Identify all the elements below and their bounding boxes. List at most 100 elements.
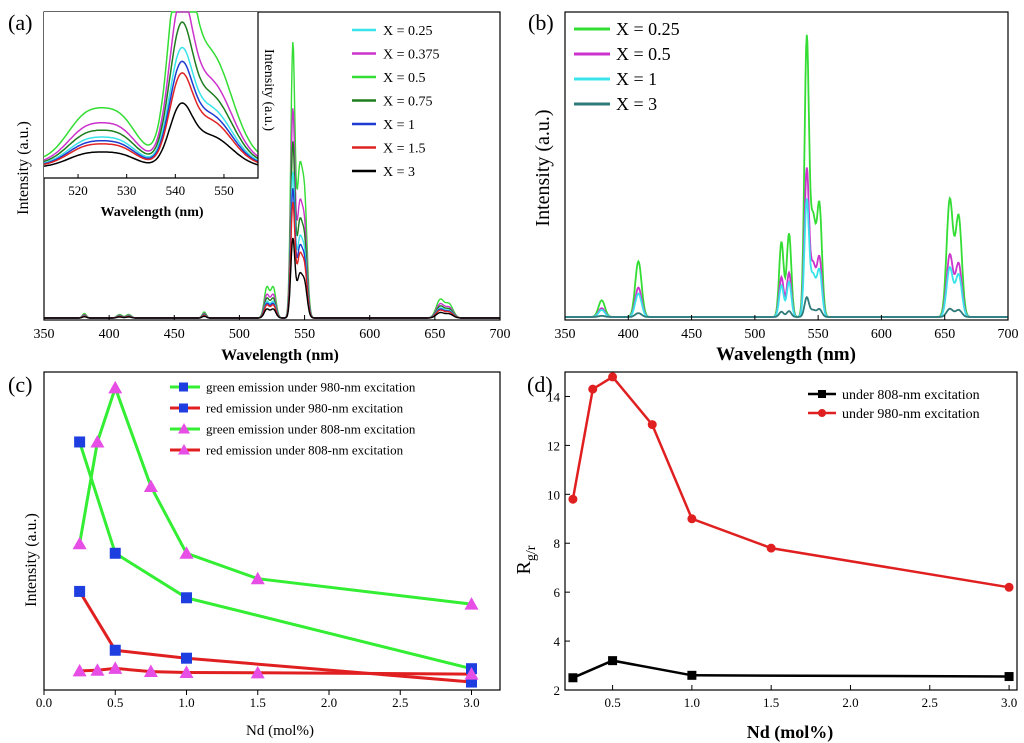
x-axis-c-tick-label: 2.5	[392, 695, 408, 710]
legend-label-a: X = 0.5	[383, 71, 426, 86]
inset-x-axis-a-tick-label: 550	[214, 183, 234, 198]
x-axis-b-tick-label: 350	[555, 327, 576, 342]
legend-label-a: X = 0.75	[383, 95, 433, 110]
data-point-c	[109, 644, 121, 656]
spectra-b	[565, 34, 1008, 318]
series-line-c	[78, 590, 472, 684]
y-axis-label-d-main: R	[513, 560, 535, 574]
legend-label-d: under 980-nm excitation	[842, 407, 980, 422]
data-point-c	[179, 665, 194, 679]
data-point-c	[181, 592, 192, 604]
y-ticks-d: 2 4 6 8 10 12 14	[547, 389, 570, 698]
data-point-c	[179, 546, 194, 559]
inset-spectrum-line-a	[43, 46, 259, 164]
data-point-c	[109, 547, 121, 559]
legend-label-b: X = 3	[616, 94, 657, 114]
data-point-c	[72, 663, 87, 677]
plot-area-c	[72, 380, 479, 688]
legend-label-c: red emission under 808-nm excitation	[206, 443, 404, 458]
legend-marker-c	[179, 403, 188, 413]
legend-marker-d	[818, 409, 826, 417]
x-axis-c-tick-label: 0.0	[36, 695, 52, 710]
data-point-c	[466, 676, 477, 688]
legend-label-d: under 808-nm excitation	[842, 388, 980, 403]
series-line-c	[79, 666, 472, 676]
panel-label-c: (c)	[8, 372, 32, 397]
x-axis-b-tick-label: 400	[618, 327, 639, 342]
data-point-c	[464, 597, 479, 610]
x-axis-label-c: Nd (mol%)	[246, 723, 314, 739]
x-axis-a-tick-label: 550	[294, 327, 315, 342]
data-point-c	[143, 479, 158, 492]
data-point-c	[90, 663, 105, 676]
legend-label-b: X = 1	[616, 69, 657, 89]
data-point-c	[250, 571, 265, 585]
inset-spectrum-line-a	[43, 102, 259, 167]
legend-c: green emission under 980-nm excitation re…	[170, 380, 416, 458]
x-axis-c-tick-label: 3.0	[463, 695, 479, 710]
y-axis-d-tick-label: 14	[547, 389, 561, 404]
x-axis-d-tick-label: 3.0	[1001, 695, 1017, 710]
legend-label-a: X = 0.375	[383, 48, 440, 63]
inset-x-axis-a-tick-label: 540	[166, 183, 186, 198]
x-axis-d-tick-label: 2.0	[842, 695, 858, 710]
inset-x-axis-a-tick-label: 530	[117, 183, 137, 198]
y-axis-label-a: Intensity (a.u.)	[15, 121, 32, 215]
legend-b: X = 0.25 X = 0.5 X = 1 X = 3	[574, 19, 680, 114]
x-axis-label-d: Nd (mol%)	[747, 722, 834, 743]
data-point-d	[608, 656, 618, 666]
series-line-c	[78, 441, 472, 671]
x-axis-c-tick-label: 0.5	[107, 695, 123, 710]
x-axis-d-tick-label: 0.5	[604, 695, 620, 710]
spectrum-line-a	[44, 237, 500, 319]
data-point-d	[687, 514, 697, 524]
x-axis-a-tick-label: 450	[164, 327, 185, 342]
data-point-c	[74, 436, 86, 448]
x-axis-d-tick-label: 1.0	[684, 695, 700, 710]
panel-label-a: (a)	[8, 10, 32, 35]
x-axis-b-tick-label: 550	[808, 327, 829, 342]
legend-label-b: X = 0.25	[616, 19, 680, 39]
data-point-d	[1004, 672, 1014, 682]
x-axis-d-tick-label: 1.5	[763, 695, 779, 710]
legend-label-b: X = 0.5	[616, 44, 671, 64]
data-point-c	[74, 585, 86, 597]
y-axis-label-d: Rg/r	[513, 545, 539, 574]
data-point-d	[1004, 582, 1014, 592]
inset-x-axis-a-tick-label: 520	[68, 183, 88, 198]
data-point-d	[588, 384, 598, 394]
plot-frame-d	[564, 371, 1018, 691]
inset-spectrum-line-a	[43, 60, 259, 165]
legend-d: under 808-nm excitation under 980-nm exci…	[808, 388, 980, 422]
inset-x-ticks-a: 520 530 540 550	[68, 174, 234, 198]
spectra-a	[44, 42, 500, 319]
data-point-d	[608, 372, 618, 382]
y-axis-label-d-sub: g/r	[524, 545, 539, 561]
x-ticks-a: 350 400 450 500 550 600 650 700	[34, 315, 511, 342]
x-axis-a-tick-label: 400	[99, 327, 120, 342]
plot-area-d	[568, 372, 1014, 683]
data-point-c	[464, 667, 479, 680]
panel-d: (d) 0.5 1.0 1.5 2.0 2.5 3.0 2 4 6 8 10 12 14 Nd (mo…	[513, 371, 1018, 743]
x-axis-a-tick-label: 500	[229, 327, 250, 342]
y-axis-d-tick-label: 8	[554, 536, 561, 551]
legend-label-a: X = 1	[383, 118, 415, 133]
x-axis-c-tick-label: 1.5	[250, 695, 266, 710]
y-axis-d-tick-label: 2	[554, 683, 561, 698]
data-point-d	[647, 420, 657, 430]
y-axis-label-c: Intensity (a.u.)	[23, 513, 40, 607]
panel-c: (c) 0.0 0.5 1.0 1.5 2.0 2.5 3.0 Nd (mol%) Inte…	[8, 371, 501, 739]
inset-spectrum-line-a	[43, 72, 259, 166]
x-axis-c-tick-label: 2.0	[321, 695, 337, 710]
x-ticks-b: 350 400 450 500 550 600 650 700	[555, 315, 1019, 342]
x-axis-label-b: Wavelength (nm)	[716, 344, 856, 365]
inset-spectrum-line-a	[43, 11, 259, 161]
x-ticks-c: 0.0 0.5 1.0 1.5 2.0 2.5 3.0	[36, 690, 480, 710]
inset-y-axis-label-a: Intensity (a.u.)	[261, 49, 276, 131]
legend-label-a: X = 0.25	[383, 24, 433, 39]
data-point-c	[72, 536, 87, 550]
data-point-c	[90, 434, 105, 448]
data-point-c	[108, 380, 123, 394]
data-point-d	[766, 543, 776, 553]
legend-marker-c	[178, 444, 190, 455]
